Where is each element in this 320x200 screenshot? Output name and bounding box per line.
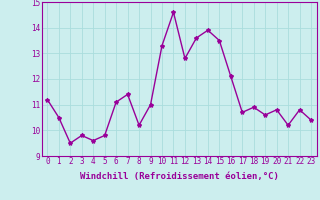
X-axis label: Windchill (Refroidissement éolien,°C): Windchill (Refroidissement éolien,°C) xyxy=(80,172,279,181)
